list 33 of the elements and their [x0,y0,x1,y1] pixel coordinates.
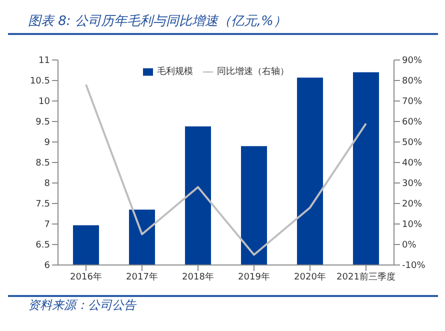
y-tick-label: 8 [44,179,50,190]
y-tick-label: 9 [44,138,50,148]
y-tick-label: 7 [44,220,50,230]
y2-tick-label: 20% [402,200,422,210]
y2-tick-label: 0% [402,240,417,251]
y2-tick-label: 70% [402,97,422,108]
line-series [85,84,367,256]
y2-tick-label: 90% [402,56,422,66]
y2-tick-label: 10% [402,220,422,230]
text: 资料来源：公司公告 [28,297,138,314]
y-tick-label: 7.5 [36,200,50,210]
y-tick-label: 10 [38,97,50,108]
legend-label: 同比增速（右轴） [217,67,289,77]
y2-tick-label: -10% [402,261,426,272]
x-tick-label: 2021前三季度 [336,271,396,282]
y2-tick-label: 40% [402,158,422,169]
y2-tick-label: 60% [402,118,422,128]
y2-tick-label: 80% [402,76,422,87]
x-tick-label: 2019年 [238,271,270,282]
y-tick-label: 11 [38,56,50,66]
y-tick-label: 6 [44,261,50,272]
y-tick-label: 10.5 [30,76,50,87]
y2-tick-label: 30% [402,179,422,190]
y-tick-label: 6.5 [36,240,50,251]
legend-label: 毛利规模 [157,67,193,77]
x-tick-label: 2018年 [182,271,214,282]
x-tick-label: 2016年 [70,271,102,282]
chart-title: 图表 8: 公司历年毛利与同比增速（亿元,%） [8,8,438,35]
y-tick-label: 8.5 [36,158,50,169]
x-tick-label: 2020年 [294,271,326,282]
y-tick-label: 9.5 [36,118,50,128]
x-tick-label: 2017年 [126,271,158,282]
y2-tick-label: 50% [402,138,422,148]
